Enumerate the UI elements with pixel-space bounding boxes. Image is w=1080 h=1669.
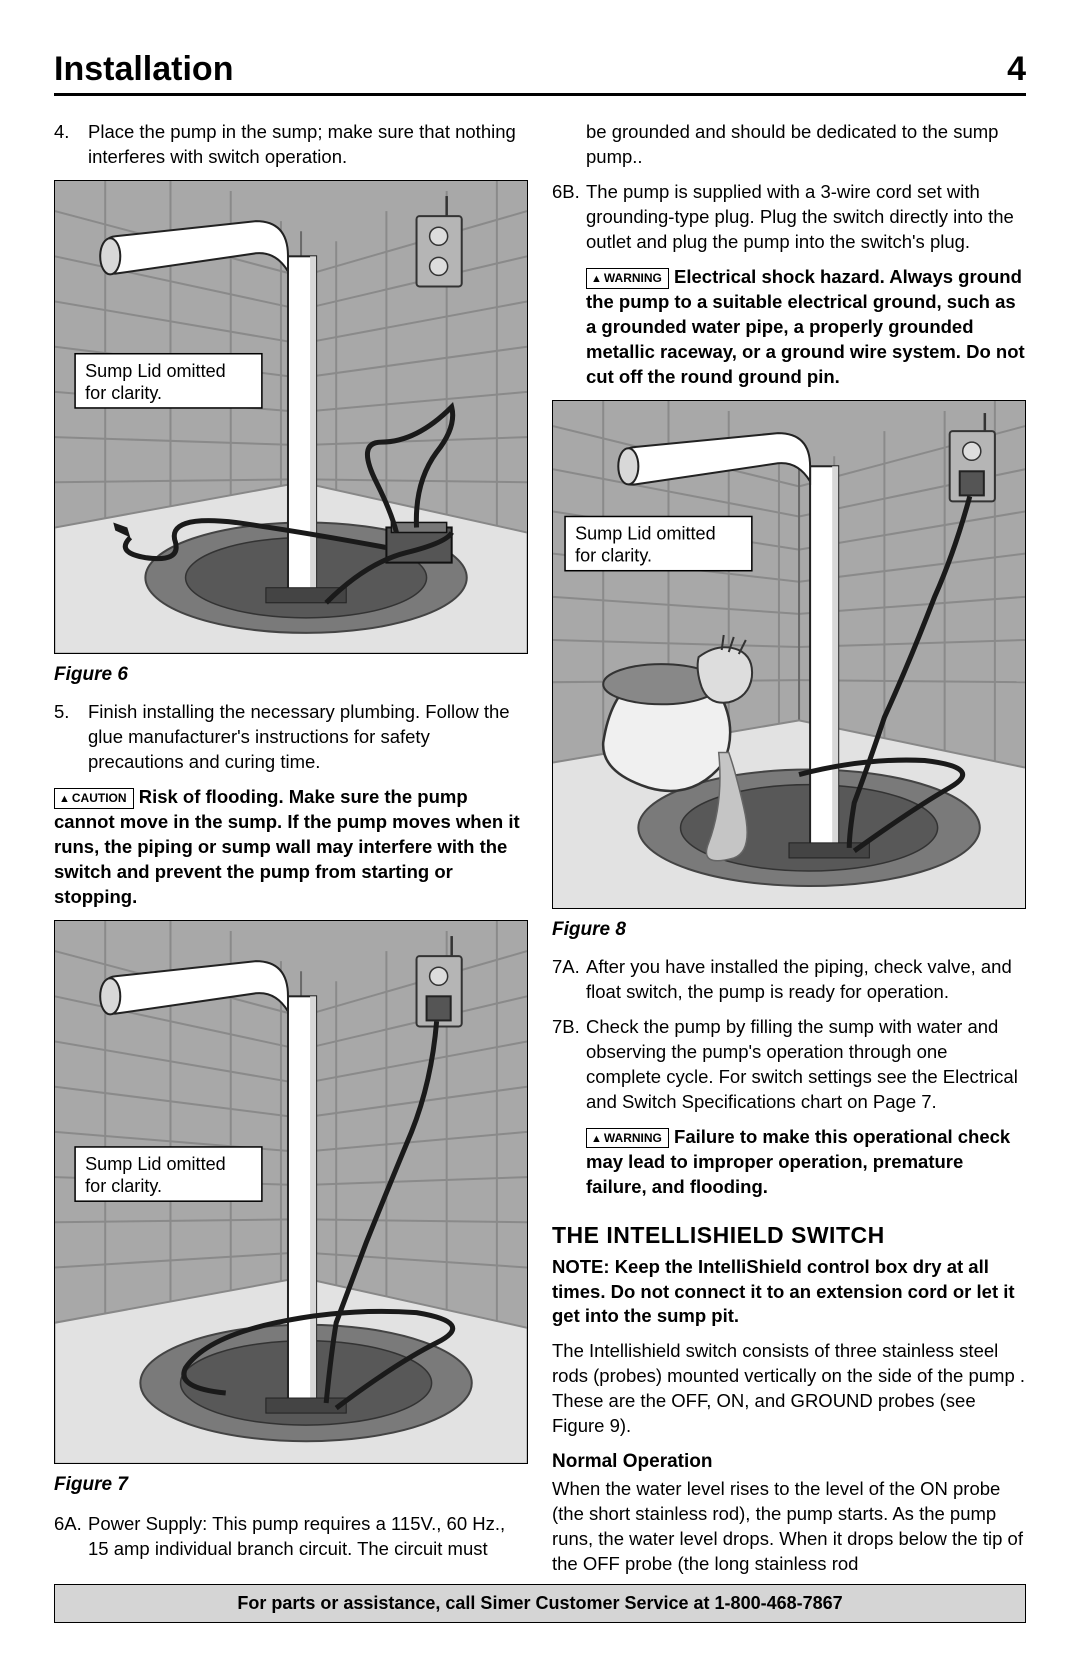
fig8-label-line2: for clarity. — [575, 545, 652, 565]
warning-block-1: ▲WARNING Electrical shock hazard. Always… — [586, 265, 1026, 390]
step-6b-text: The pump is supplied with a 3-wire cord … — [586, 180, 1026, 255]
step-6a-text: Power Supply: This pump requires a 115V.… — [88, 1512, 528, 1562]
fig7-label-line1: Sump Lid omitted — [85, 1154, 226, 1174]
figure-7-caption: Figure 7 — [54, 1474, 528, 1496]
figure-6-caption: Figure 6 — [54, 664, 528, 686]
step-6a-number: 6A. — [54, 1512, 88, 1562]
intellishield-title: THE INTELLISHIELD SWITCH — [552, 1222, 1026, 1249]
step-4-number: 4. — [54, 120, 88, 170]
footer: For parts or assistance, call Simer Cust… — [54, 1584, 1026, 1623]
step-7b-text: Check the pump by filling the sump with … — [586, 1015, 1026, 1115]
step-7a-number: 7A. — [552, 955, 586, 1005]
warning-block-2: ▲WARNING Failure to make this operationa… — [586, 1125, 1026, 1200]
intellishield-note: NOTE: Keep the IntelliShield control box… — [552, 1255, 1026, 1330]
figure-6: Sump Lid omitted for clarity. — [54, 180, 528, 654]
normal-operation-p1: When the water level rises to the level … — [552, 1477, 1026, 1577]
step-5-text: Finish installing the necessary plumbing… — [88, 700, 528, 775]
fig7-label-line2: for clarity. — [85, 1176, 162, 1196]
step-7b-number: 7B. — [552, 1015, 586, 1115]
figure-8-caption: Figure 8 — [552, 919, 1026, 941]
footer-text: For parts or assistance, call Simer Cust… — [237, 1593, 714, 1613]
footer-phone: 1-800-468-7867 — [715, 1593, 843, 1613]
fig6-label-line2: for clarity. — [85, 383, 162, 403]
caution-block: ▲CAUTION Risk of flooding. Make sure the… — [54, 785, 528, 910]
normal-operation-title: Normal Operation — [552, 1451, 1026, 1473]
step-6b-number: 6B. — [552, 180, 586, 255]
fig6-label-line1: Sump Lid omitted — [85, 361, 226, 381]
warning-icon-2: ▲WARNING — [586, 1128, 669, 1149]
left-column: 4. Place the pump in the sump; make sure… — [54, 120, 528, 1587]
caution-icon: ▲CAUTION — [54, 788, 134, 809]
page-title: Installation — [54, 50, 233, 89]
page-number: 4 — [1007, 50, 1026, 89]
fig8-label-line1: Sump Lid omitted — [575, 523, 716, 543]
right-column: be grounded and should be dedicated to t… — [552, 120, 1026, 1587]
step-4-text: Place the pump in the sump; make sure th… — [88, 120, 528, 170]
step-7a-text: After you have installed the piping, che… — [586, 955, 1026, 1005]
figure-7: Sump Lid omitted for clarity. — [54, 920, 528, 1464]
step-6a-continuation: be grounded and should be dedicated to t… — [586, 120, 1026, 170]
step-5-number: 5. — [54, 700, 88, 775]
intellishield-p1: The Intellishield switch consists of thr… — [552, 1339, 1026, 1439]
figure-8: Sump Lid omitted for clarity. — [552, 400, 1026, 909]
warning-icon: ▲WARNING — [586, 268, 669, 289]
